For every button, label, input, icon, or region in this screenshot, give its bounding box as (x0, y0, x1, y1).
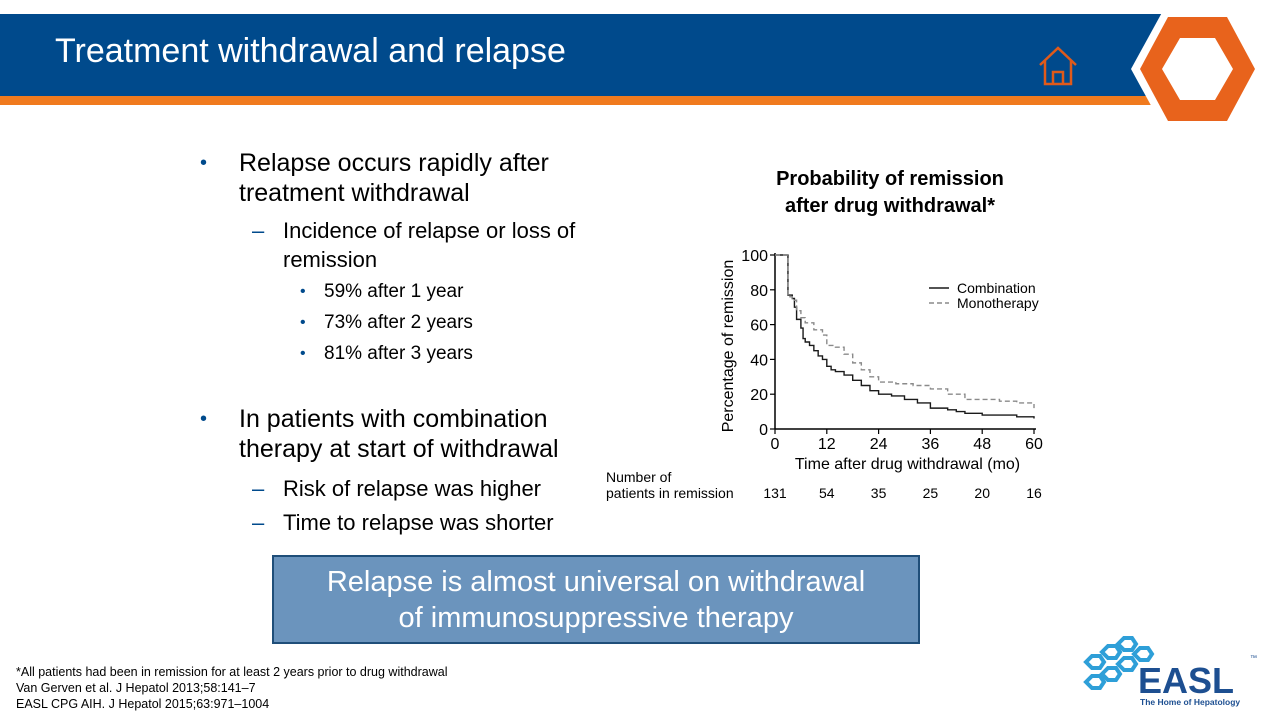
footnote: *All patients had been in remission for … (16, 665, 448, 679)
sub-bullet-text: Incidence of relapse or loss of remissio… (283, 218, 576, 272)
footnotes: *All patients had been in remission for … (16, 664, 447, 712)
risk-table-value: 20 (974, 485, 990, 501)
risk-table-value: 131 (763, 485, 787, 501)
x-tick-label: 60 (1025, 436, 1043, 453)
sub-sub-bullet-text: 73% after 2 years (324, 312, 473, 333)
bullet-dot-icon: • (300, 314, 306, 331)
y-tick-label: 20 (750, 387, 768, 404)
dash-icon: – (252, 218, 265, 243)
risk-table-label: patients in remission (606, 485, 734, 501)
series-line-combination (775, 254, 1035, 419)
key-message-callout: Relapse is almost universal on withdrawa… (272, 555, 920, 644)
bullet-dot-icon: • (200, 152, 208, 174)
bullet-text: In patients with combination (239, 405, 548, 433)
risk-table-value: 54 (819, 485, 835, 501)
sub-sub-bullet-text: 81% after 3 years (324, 343, 473, 364)
y-tick-label: 60 (750, 318, 768, 335)
bullet-dot-icon: • (300, 283, 306, 300)
bullet-text: Relapse occurs rapidly after (239, 149, 549, 177)
chart-title-line: Probability of remission (776, 168, 1004, 190)
y-tick-label: 100 (741, 248, 768, 265)
y-tick-label: 80 (750, 283, 768, 300)
header-accent-line (0, 96, 1160, 105)
risk-table-value: 16 (1026, 485, 1042, 501)
footnote: EASL CPG AIH. J Hepatol 2015;63:971–1004 (16, 697, 270, 711)
slide-title: Treatment withdrawal and relapse (55, 32, 566, 70)
bullet-dot-icon: • (200, 408, 208, 430)
legend-label: Monotherapy (957, 295, 1039, 311)
logo-tagline: The Home of Hepatology (1140, 697, 1240, 707)
chart-title-line: after drug withdrawal* (784, 195, 996, 217)
y-axis-label: Percentage of remission (720, 260, 737, 433)
x-tick-label: 36 (922, 436, 940, 453)
footnote: Van Gerven et al. J Hepatol 2013;58:141–… (16, 681, 256, 695)
easl-logo: EASL ™ The Home of Hepatology (1083, 636, 1257, 707)
bullet-text: therapy at start of withdrawal (239, 435, 559, 463)
logo-text: EASL (1138, 660, 1234, 701)
risk-table-label: Number of (606, 469, 671, 485)
sub-bullet-text: Risk of relapse was higher (283, 476, 542, 501)
sub-sub-bullet-text: 59% after 1 year (324, 281, 464, 302)
bullet-text: treatment withdrawal (239, 179, 470, 207)
callout-line: Relapse is almost universal on withdrawa… (326, 565, 866, 598)
bullet-dot-icon: • (300, 345, 306, 362)
home-icon[interactable] (1037, 44, 1079, 88)
remission-chart: 0 20 40 60 80 100 0 12 24 36 48 60 Time after drug w… (606, 248, 1043, 501)
x-tick-label: 48 (973, 436, 991, 453)
callout-line: of immunosuppressive therapy (398, 601, 794, 634)
x-tick-label: 0 (771, 436, 780, 453)
legend-label: Combination (957, 280, 1036, 296)
hexagon-cluster-icon (1083, 636, 1155, 690)
x-tick-label: 12 (818, 436, 836, 453)
risk-table-value: 25 (923, 485, 939, 501)
x-tick-label: 24 (870, 436, 888, 453)
x-axis-label: Time after drug withdrawal (mo) (795, 456, 1020, 473)
dash-icon: – (252, 476, 265, 501)
header-bar (0, 14, 1190, 96)
dash-icon: – (252, 510, 265, 535)
chart-title: Probability of remission after drug with… (745, 166, 1035, 220)
y-tick-label: 0 (759, 422, 768, 439)
risk-table-value: 35 (871, 485, 887, 501)
y-tick-label: 40 (750, 352, 768, 369)
hexagon-logo-icon (1131, 7, 1264, 131)
sub-bullet-text: Time to relapse was shorter (283, 510, 554, 535)
series-line-monotherapy (775, 254, 1035, 409)
logo-tm: ™ (1250, 655, 1257, 662)
